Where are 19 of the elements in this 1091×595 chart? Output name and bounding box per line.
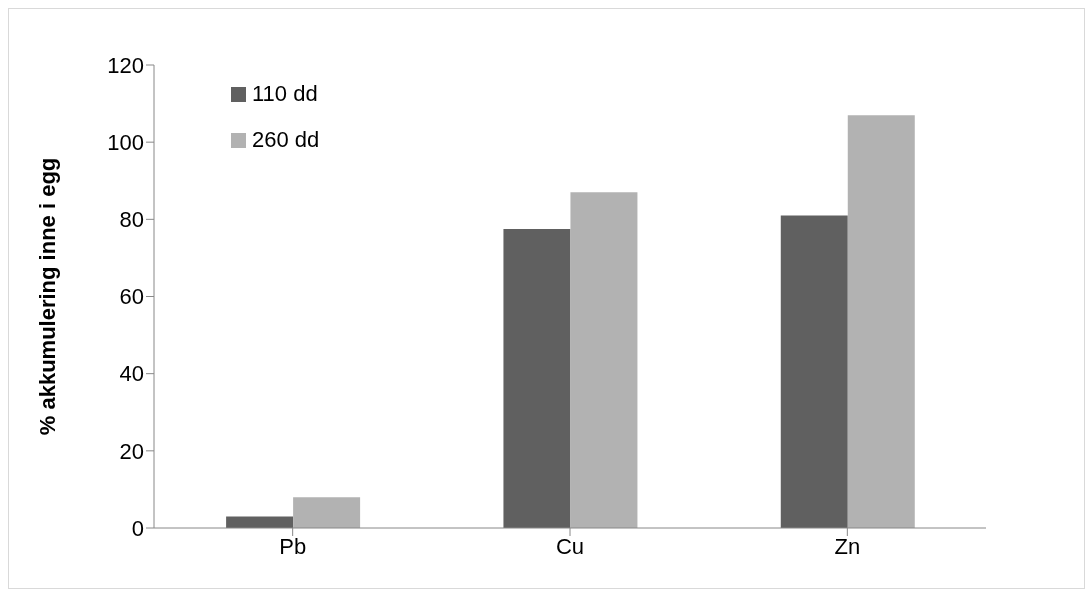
y-tick-label: 0 — [131, 515, 144, 541]
x-tick-label: Zn — [834, 533, 861, 559]
y-axis-title: % akkumulering inne i egg — [34, 157, 60, 436]
x-tick-label: Pb — [279, 533, 307, 559]
bar — [847, 115, 915, 528]
bar — [570, 192, 638, 528]
y-tick-label: 40 — [119, 361, 144, 387]
bar — [293, 497, 361, 528]
y-tick-label: 80 — [119, 207, 144, 233]
y-tick-label: 60 — [119, 284, 144, 310]
bar — [226, 516, 294, 528]
y-tick-label: 120 — [107, 52, 144, 78]
y-tick-label: 20 — [119, 438, 144, 464]
bar — [503, 228, 571, 528]
y-tick-label: 100 — [107, 129, 144, 155]
bar — [780, 215, 848, 528]
x-tick-label: Cu — [555, 533, 585, 559]
legend-label: 260 dd — [252, 127, 320, 153]
legend-label: 110 dd — [252, 81, 318, 107]
